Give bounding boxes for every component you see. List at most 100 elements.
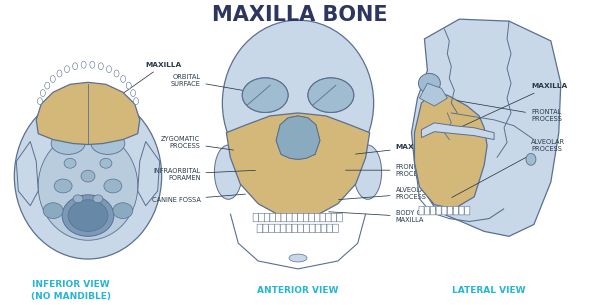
Ellipse shape — [62, 195, 114, 236]
Polygon shape — [226, 113, 370, 216]
Ellipse shape — [98, 63, 103, 70]
FancyBboxPatch shape — [425, 206, 430, 215]
FancyBboxPatch shape — [430, 206, 436, 215]
Text: MAXILLA: MAXILLA — [110, 62, 182, 102]
Ellipse shape — [37, 98, 43, 105]
FancyBboxPatch shape — [465, 206, 470, 215]
Ellipse shape — [68, 200, 108, 231]
Ellipse shape — [242, 78, 288, 113]
Ellipse shape — [51, 133, 85, 154]
FancyBboxPatch shape — [314, 213, 320, 222]
FancyBboxPatch shape — [333, 224, 338, 233]
Ellipse shape — [289, 254, 307, 262]
FancyBboxPatch shape — [253, 213, 259, 222]
Ellipse shape — [308, 78, 354, 113]
Ellipse shape — [73, 195, 83, 203]
FancyBboxPatch shape — [298, 224, 304, 233]
FancyBboxPatch shape — [264, 213, 270, 222]
FancyBboxPatch shape — [263, 224, 268, 233]
Text: CANINE FOSSA: CANINE FOSSA — [152, 194, 245, 203]
FancyBboxPatch shape — [269, 224, 274, 233]
Ellipse shape — [38, 132, 138, 240]
FancyBboxPatch shape — [327, 224, 332, 233]
Ellipse shape — [64, 158, 76, 168]
Ellipse shape — [214, 145, 242, 199]
FancyBboxPatch shape — [292, 213, 298, 222]
FancyBboxPatch shape — [303, 213, 309, 222]
Ellipse shape — [40, 90, 46, 96]
Ellipse shape — [50, 76, 55, 82]
FancyBboxPatch shape — [304, 224, 309, 233]
Polygon shape — [138, 142, 160, 206]
Ellipse shape — [90, 61, 95, 68]
Text: MAXILLA: MAXILLA — [462, 83, 567, 127]
FancyBboxPatch shape — [448, 206, 452, 215]
Text: LATERAL VIEW: LATERAL VIEW — [452, 286, 526, 295]
Ellipse shape — [93, 195, 103, 203]
Text: FRONTAL
PROCESS: FRONTAL PROCESS — [457, 101, 562, 122]
FancyBboxPatch shape — [287, 213, 292, 222]
Text: ORBITAL
SURFACE: ORBITAL SURFACE — [170, 74, 268, 95]
Polygon shape — [276, 116, 320, 159]
Ellipse shape — [354, 145, 382, 199]
Text: INFRAORBITAL
FORAMEN: INFRAORBITAL FORAMEN — [153, 168, 256, 181]
FancyBboxPatch shape — [281, 213, 287, 222]
Text: ZYGOMATIC
PROCESS: ZYGOMATIC PROCESS — [161, 136, 233, 150]
Polygon shape — [415, 90, 487, 209]
Text: ALVEOLAR
PROCESS: ALVEOLAR PROCESS — [338, 187, 430, 200]
Text: FRONTAL
PROCESS: FRONTAL PROCESS — [346, 164, 427, 177]
Ellipse shape — [57, 70, 62, 77]
FancyBboxPatch shape — [275, 213, 281, 222]
FancyBboxPatch shape — [315, 224, 321, 233]
Ellipse shape — [114, 70, 119, 77]
FancyBboxPatch shape — [270, 213, 275, 222]
FancyBboxPatch shape — [257, 224, 263, 233]
Text: MAXILLA: MAXILLA — [356, 145, 432, 154]
FancyBboxPatch shape — [309, 213, 314, 222]
FancyBboxPatch shape — [337, 213, 343, 222]
Polygon shape — [419, 83, 448, 106]
Ellipse shape — [107, 66, 112, 73]
Text: ALVEOLAR
PROCESS: ALVEOLAR PROCESS — [452, 139, 565, 197]
Ellipse shape — [43, 203, 63, 219]
Text: BODY OF
MAXILLA: BODY OF MAXILLA — [329, 210, 425, 223]
Polygon shape — [16, 142, 38, 206]
Ellipse shape — [81, 170, 95, 182]
Ellipse shape — [126, 82, 131, 89]
Ellipse shape — [14, 93, 161, 259]
Ellipse shape — [418, 74, 440, 93]
Polygon shape — [421, 123, 494, 140]
FancyBboxPatch shape — [275, 224, 280, 233]
Polygon shape — [276, 116, 320, 159]
FancyBboxPatch shape — [310, 224, 315, 233]
Ellipse shape — [121, 76, 125, 82]
FancyBboxPatch shape — [298, 213, 303, 222]
Ellipse shape — [526, 153, 536, 165]
FancyBboxPatch shape — [320, 213, 326, 222]
FancyBboxPatch shape — [442, 206, 447, 215]
Ellipse shape — [134, 98, 139, 105]
Ellipse shape — [64, 66, 70, 73]
FancyBboxPatch shape — [453, 206, 458, 215]
FancyBboxPatch shape — [286, 224, 292, 233]
Ellipse shape — [308, 78, 354, 113]
Ellipse shape — [113, 203, 133, 219]
FancyBboxPatch shape — [292, 224, 298, 233]
Ellipse shape — [45, 82, 50, 89]
Ellipse shape — [54, 179, 72, 193]
FancyBboxPatch shape — [459, 206, 464, 215]
Text: MAXILLA BONE: MAXILLA BONE — [212, 5, 388, 25]
Polygon shape — [36, 82, 140, 145]
Ellipse shape — [131, 90, 136, 96]
FancyBboxPatch shape — [259, 213, 264, 222]
Text: INFERIOR VIEW
(NO MANDIBLE): INFERIOR VIEW (NO MANDIBLE) — [31, 280, 111, 301]
Ellipse shape — [81, 61, 86, 68]
FancyBboxPatch shape — [331, 213, 337, 222]
Text: ANTERIOR VIEW: ANTERIOR VIEW — [257, 286, 338, 295]
Ellipse shape — [104, 179, 122, 193]
Ellipse shape — [91, 133, 125, 154]
FancyBboxPatch shape — [419, 206, 424, 215]
Ellipse shape — [223, 20, 374, 186]
FancyBboxPatch shape — [280, 224, 286, 233]
Ellipse shape — [242, 78, 288, 113]
